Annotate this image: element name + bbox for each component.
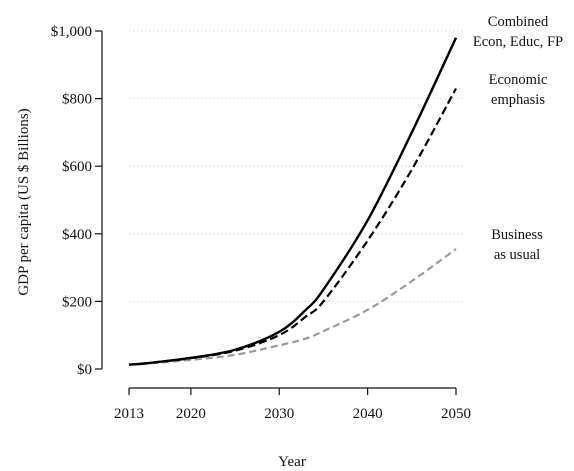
y-tick-label: $0: [77, 362, 92, 378]
series-line-business-as-usual: [128, 248, 457, 366]
y-tick-label: $800: [62, 92, 92, 108]
x-tick-label: 2030: [264, 406, 294, 422]
grid: [129, 30, 462, 302]
series-label-line: Business: [491, 227, 543, 243]
x-tick-label: 2050: [441, 406, 471, 422]
y-tick-label: $600: [62, 159, 92, 175]
y-tick-label: $200: [62, 294, 92, 310]
label-business-as-usual: Business as usual: [491, 227, 543, 263]
series-label-line: Econ, Educ, FP: [473, 34, 563, 50]
label-economic-emphasis: Economic emphasis: [489, 72, 548, 108]
series-label-line: Combined: [488, 14, 549, 30]
x-tick-label: 2040: [353, 406, 383, 422]
x-tick-label: 2013: [114, 406, 144, 422]
series-labels: Combined Econ, Educ, FP Economic emphasis Bu…: [473, 14, 563, 263]
y-tick-label: $1,000: [51, 24, 92, 40]
series-label-line: emphasis: [491, 92, 545, 108]
series-line-combined: [128, 37, 458, 366]
x-axis-title: Year: [278, 454, 306, 470]
axes: $0 $200 $400 $600 $800 $1,000 2013 2020 2030 2040…: [51, 24, 471, 422]
y-tick-label: $400: [62, 227, 92, 243]
plot-area: [128, 37, 458, 366]
x-tick-label: 2020: [176, 406, 206, 422]
label-combined: Combined Econ, Educ, FP: [473, 14, 563, 50]
series-label-line: as usual: [494, 247, 540, 263]
y-axis-title: GDP per capita (US $ Billions): [16, 108, 32, 295]
series-label-line: Economic: [489, 72, 548, 88]
